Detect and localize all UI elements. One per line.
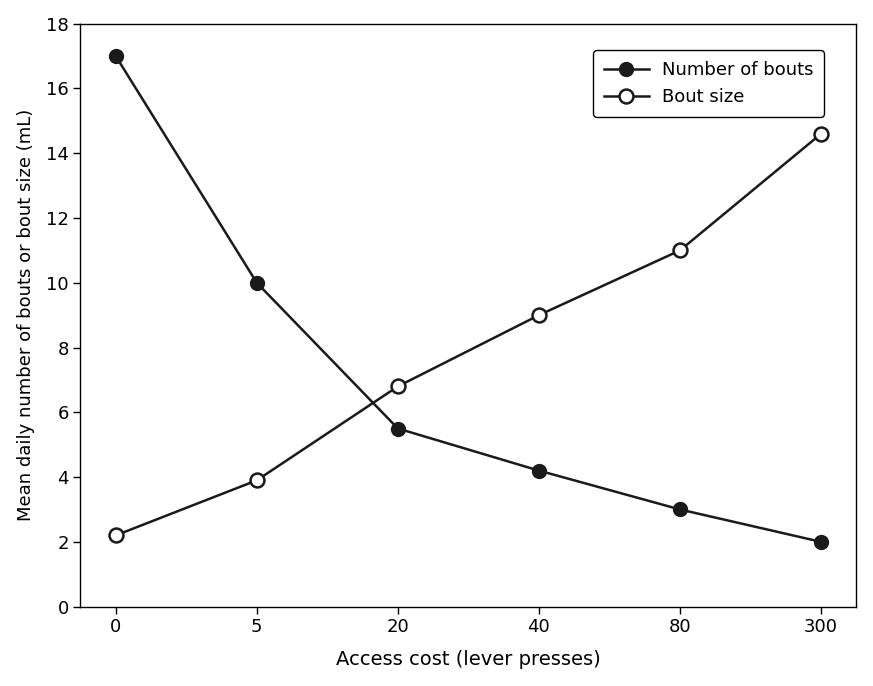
- Bout size: [251, 476, 262, 484]
- Line: Bout size: Bout size: [109, 127, 828, 543]
- Number of bouts: [675, 506, 685, 514]
- X-axis label: Access cost (lever presses): Access cost (lever presses): [336, 650, 601, 670]
- Bout size: [111, 531, 121, 539]
- Bout size: [533, 311, 544, 319]
- Bout size: [393, 382, 403, 390]
- Bout size: [816, 130, 827, 138]
- Line: Number of bouts: Number of bouts: [109, 49, 828, 549]
- Number of bouts: [251, 279, 262, 287]
- Number of bouts: [533, 466, 544, 475]
- Legend: Number of bouts, Bout size: Number of bouts, Bout size: [593, 50, 824, 117]
- Number of bouts: [393, 425, 403, 433]
- Bout size: [675, 246, 685, 255]
- Y-axis label: Mean daily number of bouts or bout size (mL): Mean daily number of bouts or bout size …: [17, 109, 35, 521]
- Number of bouts: [111, 52, 121, 60]
- Number of bouts: [816, 538, 827, 546]
